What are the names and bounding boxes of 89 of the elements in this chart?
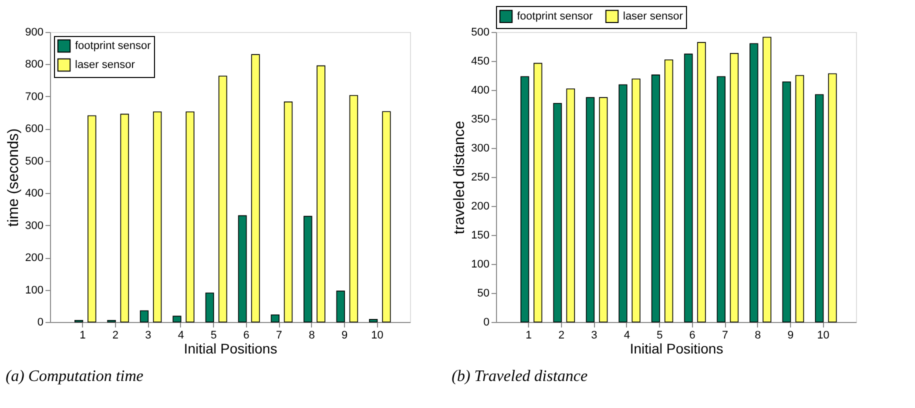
bar (186, 112, 194, 322)
x-tick-label: 1 (526, 330, 532, 342)
bar (750, 43, 758, 322)
bar (316, 65, 326, 322)
bar (815, 94, 824, 322)
bar (618, 84, 628, 322)
bar (336, 290, 345, 322)
x-tick-label: 8 (308, 330, 315, 342)
x-tick-label: 9 (341, 330, 348, 342)
x-tick-label: 10 (817, 330, 830, 342)
bar (534, 62, 542, 322)
bar (762, 36, 772, 322)
x-tick-label: 7 (722, 330, 728, 342)
y-tick-label: 900 (25, 26, 44, 38)
bar (795, 75, 804, 322)
bar (632, 78, 640, 322)
bar (218, 76, 228, 322)
x-tick-label: 10 (371, 330, 384, 342)
x-tick-label: 9 (787, 330, 794, 342)
text: (b) Traveled distance (452, 368, 588, 385)
x-tick-label: 4 (624, 330, 630, 342)
y-tick-label: 100 (25, 284, 44, 296)
x-axis-title: Initial Positions (630, 340, 724, 356)
bar (520, 76, 530, 322)
legend-label: footprint sensor (517, 10, 594, 22)
y-tick-label: 450 (471, 56, 490, 68)
text: (a) Computation time (6, 368, 144, 385)
y-tick-label: 300 (471, 142, 490, 154)
y-tick-label: 700 (25, 90, 44, 103)
x-tick-label: 4 (178, 330, 184, 342)
x-axis-title: Initial Positions (184, 340, 278, 356)
bar (120, 114, 129, 322)
bar (251, 54, 260, 322)
x-tick-label: 5 (210, 330, 217, 342)
x-tick-label: 2 (112, 330, 119, 342)
y-tick-label: 0 (37, 316, 44, 328)
bar (697, 42, 706, 322)
y-tick-label: 300 (25, 220, 44, 232)
y-tick-label: 0 (483, 316, 490, 328)
x-tick-label: 5 (656, 330, 663, 342)
bar (205, 292, 214, 322)
bar (304, 216, 312, 322)
y-tick-label: 600 (25, 123, 44, 136)
bar (284, 102, 293, 322)
bar (664, 59, 674, 322)
bar (599, 97, 608, 322)
bar (716, 76, 726, 322)
y-tick-label: 100 (471, 258, 490, 270)
y-tick-label: 350 (471, 114, 490, 126)
legend-label: laser sensor (75, 59, 136, 71)
bar (172, 316, 182, 322)
y-tick-label: 200 (25, 252, 44, 264)
bar (88, 115, 96, 322)
legend-label: laser sensor (623, 10, 684, 22)
bar (730, 53, 739, 322)
x-tick-label: 7 (276, 330, 282, 342)
y-tick-label: 800 (25, 58, 44, 71)
bar (270, 314, 280, 322)
y-tick-label: 500 (25, 155, 44, 168)
x-tick-label: 6 (689, 330, 696, 342)
bar (651, 74, 660, 322)
y-tick-label: 250 (471, 172, 490, 184)
bar (349, 95, 358, 322)
bar (140, 310, 149, 322)
y-axis-title: time (seconds) (5, 128, 22, 227)
x-tick-label: 6 (243, 330, 250, 342)
bar (684, 54, 693, 322)
x-tick-label: 3 (591, 330, 598, 342)
bar (553, 102, 562, 322)
bar (828, 73, 837, 322)
y-tick-label: 50 (477, 288, 490, 300)
x-tick-label: 8 (754, 330, 761, 342)
bar (153, 112, 162, 322)
bar (382, 111, 391, 322)
bar (782, 81, 791, 322)
bar (369, 319, 378, 322)
x-tick-label: 2 (558, 330, 565, 342)
x-tick-label: 1 (80, 330, 86, 342)
y-tick-label: 400 (471, 84, 490, 96)
y-tick-label: 150 (471, 230, 490, 242)
y-tick-label: 400 (25, 188, 44, 200)
bar (566, 88, 575, 322)
x-tick-label: 3 (145, 330, 152, 342)
legend-label: footprint sensor (75, 40, 152, 52)
bar (586, 97, 595, 322)
y-tick-label: 500 (471, 26, 490, 38)
y-tick-label: 200 (471, 200, 490, 212)
bar (238, 215, 247, 322)
y-axis-title: traveled distance (451, 120, 468, 234)
